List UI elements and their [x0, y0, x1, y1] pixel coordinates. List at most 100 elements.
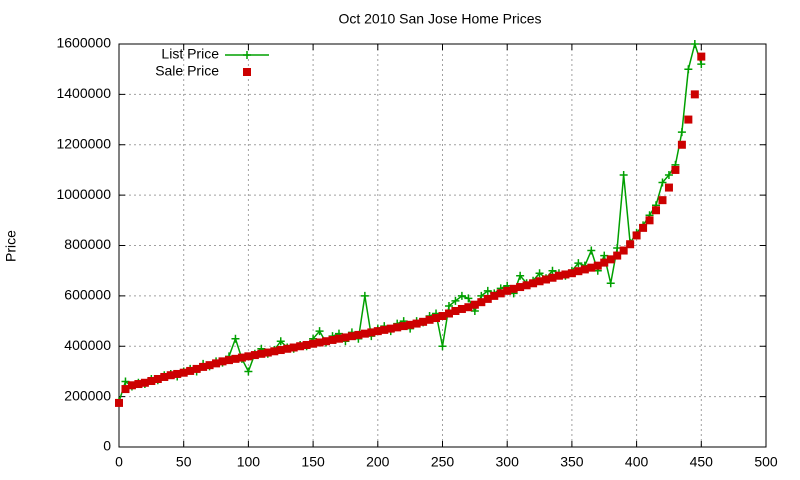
data-point [671, 165, 680, 174]
data-point [179, 368, 188, 377]
data-point [257, 349, 266, 358]
y-tick-label: 1000000 [56, 186, 111, 202]
data-point [554, 271, 563, 280]
data-point [166, 371, 175, 380]
data-point [237, 353, 246, 362]
data-point [652, 206, 661, 215]
y-tick-label: 200000 [64, 387, 111, 403]
x-tick-label: 200 [366, 454, 390, 470]
data-point [451, 306, 460, 315]
data-point [626, 240, 635, 249]
data-point [548, 266, 557, 275]
data-point [509, 284, 518, 293]
data-point [664, 170, 673, 179]
data-point [529, 279, 538, 288]
data-point [587, 263, 596, 272]
data-point [690, 40, 699, 48]
data-point [697, 60, 706, 69]
x-tick-label: 150 [301, 454, 325, 470]
data-point [684, 65, 693, 74]
data-point [516, 283, 525, 292]
data-point [542, 275, 551, 284]
data-point [606, 255, 615, 264]
legend-label: List Price [161, 46, 219, 62]
y-tick-label: 600000 [64, 287, 111, 303]
data-point [503, 286, 512, 295]
data-point [632, 231, 641, 240]
x-tick-label: 0 [115, 454, 123, 470]
data-point [522, 281, 531, 290]
data-point [276, 346, 285, 355]
data-point [147, 377, 156, 386]
legend-label: Sale Price [155, 63, 219, 79]
data-point [677, 128, 686, 137]
data-point [153, 374, 162, 383]
data-point [186, 366, 195, 375]
data-point [289, 343, 298, 352]
data-point [419, 317, 428, 326]
x-tick-label: 500 [754, 454, 778, 470]
data-point [160, 372, 169, 381]
data-point [244, 367, 253, 376]
data-point [315, 327, 324, 336]
data-point [535, 277, 544, 286]
data-point [360, 291, 369, 300]
data-point [302, 340, 311, 349]
data-point [613, 251, 622, 260]
data-point [127, 381, 136, 390]
data-point [322, 337, 331, 346]
data-point [425, 315, 434, 324]
x-tick-label: 400 [625, 454, 649, 470]
data-point [386, 324, 395, 333]
data-point [457, 291, 466, 300]
data-point [173, 369, 182, 378]
data-point [309, 339, 318, 348]
data-point [483, 286, 492, 295]
data-point [328, 335, 337, 344]
data-point [619, 246, 628, 255]
data-point [690, 90, 699, 99]
data-point [393, 323, 402, 332]
data-point [516, 271, 525, 280]
data-point [567, 269, 576, 278]
y-tick-label: 1600000 [56, 35, 111, 51]
data-point [360, 329, 369, 338]
data-point [477, 298, 486, 307]
data-point [593, 261, 602, 270]
data-point [296, 342, 305, 351]
data-point [205, 361, 214, 370]
data-point [218, 357, 227, 366]
data-point [483, 294, 492, 303]
data-point [315, 338, 324, 347]
data-point [412, 319, 421, 328]
data-point [399, 322, 408, 331]
data-point [438, 342, 447, 351]
data-point [619, 170, 628, 179]
y-tick-label: 400000 [64, 337, 111, 353]
data-point [121, 385, 130, 394]
data-point [444, 301, 453, 310]
data-point [677, 140, 686, 149]
data-point [140, 378, 149, 387]
x-tick-label: 100 [237, 454, 261, 470]
data-point [438, 312, 447, 321]
data-point [212, 359, 221, 368]
legend-marker [243, 68, 251, 76]
series-line [118, 41, 703, 402]
data-point [231, 354, 240, 363]
data-point [199, 362, 208, 371]
data-point [354, 330, 363, 339]
x-tick-label: 250 [431, 454, 455, 470]
data-point [587, 246, 596, 255]
data-point [697, 52, 706, 61]
data-point [658, 196, 667, 205]
data-point [263, 348, 272, 357]
data-point [664, 183, 673, 192]
data-point [606, 279, 615, 288]
data-point [250, 351, 259, 360]
x-tick-label: 300 [496, 454, 520, 470]
y-tick-label: 1200000 [56, 135, 111, 151]
data-point [600, 258, 609, 267]
data-point [406, 320, 415, 329]
data-point [244, 352, 253, 361]
